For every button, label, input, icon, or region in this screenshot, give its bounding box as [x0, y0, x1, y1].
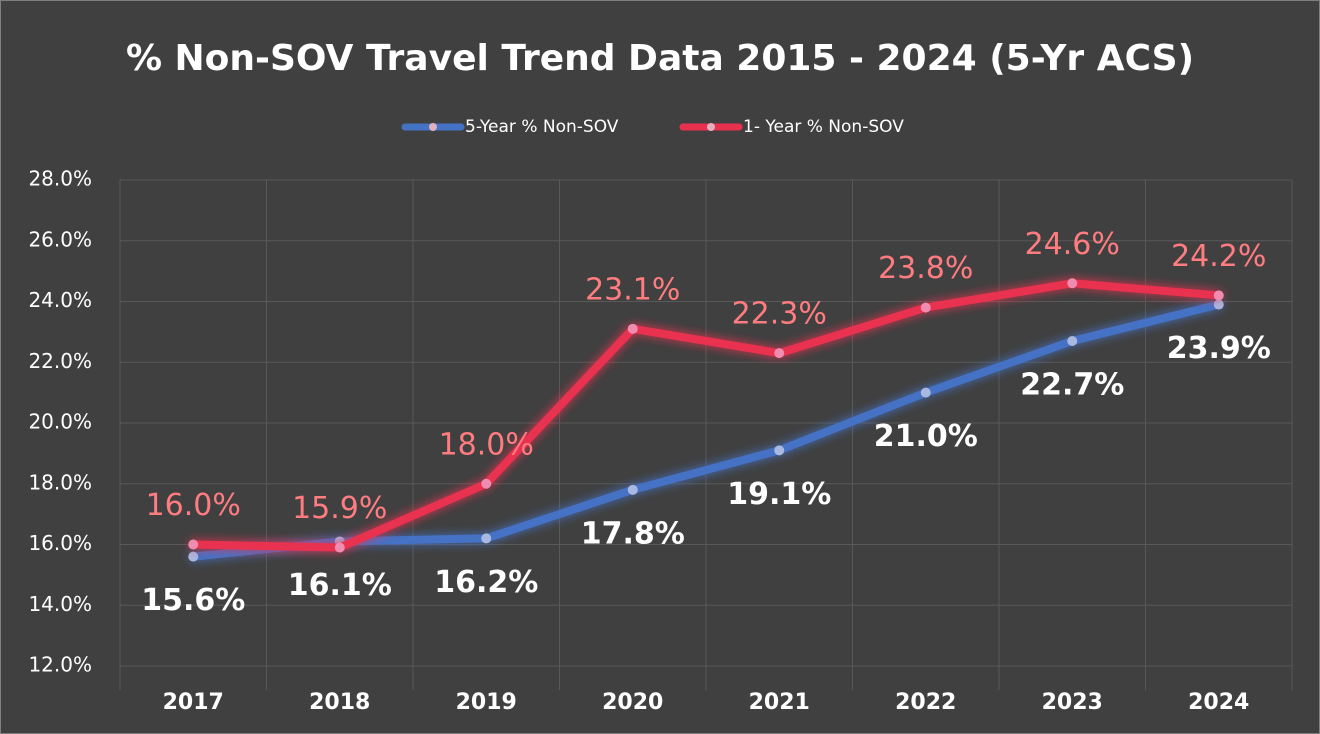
y-tick-label: 12.0%	[28, 653, 92, 677]
data-point	[188, 539, 199, 550]
data-label: 17.8%	[581, 516, 685, 551]
data-label: 23.9%	[1167, 331, 1271, 366]
y-tick-label: 28.0%	[28, 167, 92, 191]
chart-title: % Non-SOV Travel Trend Data 2015 - 2024 …	[126, 38, 1194, 79]
data-point	[481, 478, 492, 489]
y-tick-label: 16.0%	[28, 531, 92, 555]
x-tick-label: 2023	[1042, 690, 1103, 715]
data-point	[1213, 299, 1224, 310]
data-point	[774, 445, 785, 456]
data-label: 18.0%	[439, 427, 534, 462]
data-point	[920, 302, 931, 313]
data-point	[1067, 278, 1078, 289]
data-point	[774, 348, 785, 359]
data-point	[1067, 335, 1078, 346]
legend-marker	[707, 123, 715, 131]
x-tick-label: 2022	[895, 690, 956, 715]
data-label: 24.2%	[1171, 239, 1266, 274]
data-label: 22.7%	[1020, 367, 1124, 402]
data-label: 23.8%	[878, 251, 973, 286]
data-point	[334, 542, 345, 553]
x-tick-label: 2017	[163, 690, 224, 715]
data-label: 19.1%	[727, 477, 831, 512]
x-tick-label: 2024	[1188, 690, 1249, 715]
data-label: 16.0%	[146, 488, 241, 523]
data-point	[1213, 290, 1224, 301]
data-point	[481, 533, 492, 544]
data-point	[920, 387, 931, 398]
data-label: 24.6%	[1025, 227, 1120, 262]
y-tick-label: 14.0%	[28, 592, 92, 616]
data-label: 21.0%	[874, 419, 978, 454]
data-label: 15.9%	[292, 491, 387, 526]
legend-label: 5-Year % Non-SOV	[465, 117, 619, 137]
y-tick-label: 24.0%	[28, 288, 92, 312]
y-tick-label: 26.0%	[28, 227, 92, 251]
series-line	[189, 279, 1223, 552]
legend-marker	[429, 123, 437, 131]
y-tick-label: 22.0%	[28, 349, 92, 373]
x-tick-label: 2018	[309, 690, 370, 715]
data-label: 15.6%	[141, 583, 245, 618]
x-tick-label: 2019	[456, 690, 517, 715]
data-label: 23.1%	[585, 272, 680, 307]
data-point	[627, 484, 638, 495]
data-point	[627, 323, 638, 334]
data-label: 16.2%	[434, 565, 538, 600]
y-tick-label: 20.0%	[28, 410, 92, 434]
x-tick-label: 2021	[749, 690, 810, 715]
y-tick-label: 18.0%	[28, 470, 92, 494]
data-label: 16.1%	[288, 568, 392, 603]
x-tick-label: 2020	[602, 690, 663, 715]
data-label: 22.3%	[732, 297, 827, 332]
data-point	[188, 551, 199, 562]
legend-label: 1- Year % Non-SOV	[743, 117, 904, 137]
